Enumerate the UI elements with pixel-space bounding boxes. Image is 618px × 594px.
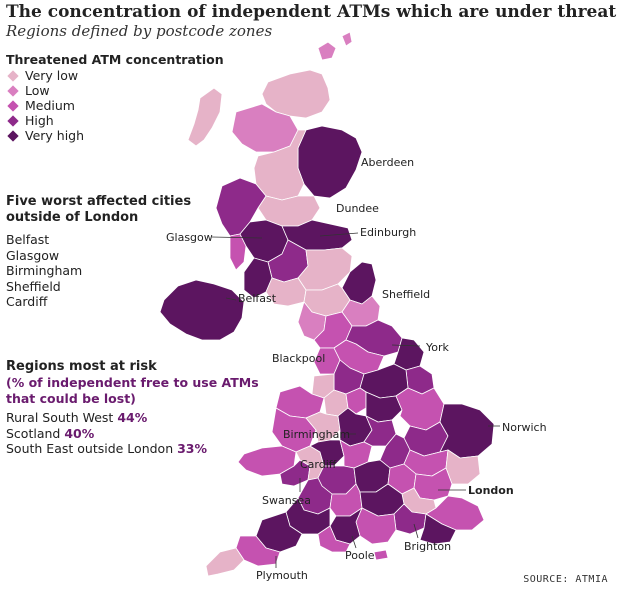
city-label-birmingham: Birmingham	[283, 428, 350, 441]
city-label-edinburgh: Edinburgh	[360, 226, 416, 239]
risk-region-label: South East outside London	[6, 441, 174, 456]
list-item: South East outside London 33%	[6, 441, 207, 457]
page-subtitle: Regions defined by postcode zones	[6, 22, 273, 40]
york-leader	[391, 344, 421, 347]
city-label-london: London	[468, 484, 514, 497]
region-highlands-north	[261, 69, 331, 119]
list-item: Scotland 40%	[6, 426, 207, 442]
legend-label: Very low	[25, 68, 79, 83]
region-orkney	[317, 41, 337, 61]
legend-item-low: Low	[6, 83, 84, 98]
city-label-dundee: Dundee	[336, 202, 379, 215]
legend-item-very-high: Very high	[6, 128, 84, 143]
city-label-brighton: Brighton	[404, 540, 451, 553]
legend-label: Low	[25, 83, 50, 98]
city-label-aberdeen: Aberdeen	[361, 156, 414, 169]
region-inverness	[253, 129, 307, 201]
list-item: Birmingham	[6, 263, 83, 278]
map-regions	[159, 31, 495, 577]
worst-cities-title-line1: Five worst affected cities	[6, 194, 192, 209]
list-item: Belfast	[6, 232, 50, 247]
city-label-norwich: Norwich	[502, 421, 547, 434]
risk-subtitle-line2: that could be lost)	[6, 391, 136, 406]
page-title: The concentration of independent ATMs wh…	[6, 2, 617, 22]
list-item: Rural South West 44%	[6, 410, 207, 426]
legend-item-very-low: Very low	[6, 68, 84, 83]
risk-region-value: 33%	[177, 441, 208, 456]
city-label-glasgow: Glasgow	[166, 231, 213, 244]
city-label-plymouth: Plymouth	[256, 569, 308, 582]
region-northern-ireland	[159, 279, 245, 341]
risk-subtitle: (% of independent free to use ATMs that …	[6, 375, 259, 407]
worst-cities-list: Belfast Glasgow Birmingham Sheffield Car…	[6, 232, 82, 310]
leader-lines	[211, 232, 500, 568]
region-outer-hebrides	[187, 87, 223, 147]
region-brighton	[419, 513, 457, 545]
edinburgh-leader	[319, 232, 359, 237]
region-isle-of-wight	[373, 549, 389, 561]
legend-item-high: High	[6, 113, 84, 128]
region-cornwall	[205, 547, 245, 577]
risk-region-label: Rural South West	[6, 410, 114, 425]
region-aberdeen	[297, 125, 363, 199]
region-poole	[317, 525, 351, 553]
legend: Very low Low Medium High Very high	[6, 68, 84, 143]
worst-cities-title-line2: outside of London	[6, 210, 139, 225]
risk-region-value: 44%	[117, 410, 148, 425]
city-label-swansea: Swansea	[262, 494, 311, 507]
legend-label: High	[25, 113, 54, 128]
city-label-belfast: Belfast	[238, 292, 277, 305]
risk-region-label: Scotland	[6, 425, 61, 441]
risk-region-value: 40%	[64, 425, 95, 441]
legend-item-medium: Medium	[6, 98, 84, 113]
source-credit: SOURCE: ATMIA	[523, 574, 608, 585]
list-item: Glasgow	[6, 247, 60, 263]
city-label-cardiff: Cardiff	[300, 458, 337, 471]
list-item: Cardiff	[6, 294, 48, 309]
legend-label: Medium	[25, 98, 75, 113]
city-label-sheffield: Sheffield	[382, 288, 430, 301]
region-orkney-2	[341, 31, 353, 47]
risk-title: Regions most at risk	[6, 359, 157, 374]
poole-leader	[351, 535, 357, 549]
city-label-poole: Poole	[345, 549, 375, 562]
legend-title: Threatened ATM concentration	[6, 52, 224, 67]
risk-subtitle-line1: (% of independent free to use ATMs	[6, 375, 259, 390]
brighton-leader	[413, 523, 419, 539]
worst-cities-title: Five worst affected cities outside of Lo…	[6, 194, 191, 226]
risk-list: Rural South West 44% Scotland 40% South …	[6, 410, 207, 457]
belfast-leader	[225, 297, 237, 301]
list-item: Sheffield	[6, 278, 61, 294]
glasgow-leader	[211, 236, 263, 239]
legend-label: Very high	[25, 128, 85, 143]
region-ayr	[243, 257, 273, 299]
city-label-york: York	[425, 341, 450, 354]
city-label-blackpool: Blackpool	[272, 352, 325, 365]
